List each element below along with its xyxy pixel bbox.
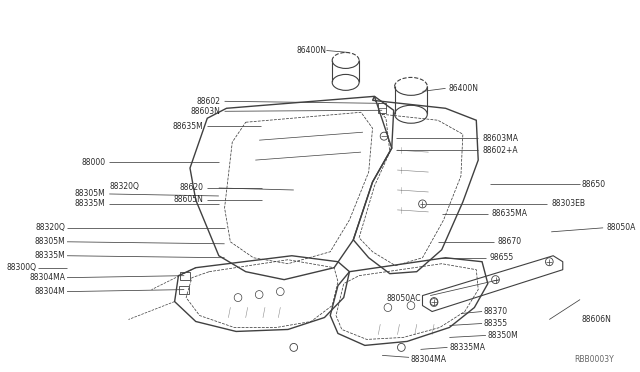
Text: 88305M: 88305M [75, 189, 106, 199]
Text: 86400N: 86400N [296, 46, 326, 55]
Bar [180, 272, 190, 280]
Text: 88305M: 88305M [35, 237, 65, 246]
Text: 88670: 88670 [497, 237, 522, 246]
Text: 88635MA: 88635MA [492, 209, 527, 218]
Text: 88603MA: 88603MA [482, 134, 518, 143]
Bar [179, 286, 189, 294]
Text: 88335M: 88335M [75, 199, 106, 208]
Text: 88320Q: 88320Q [35, 223, 65, 232]
Text: 88304MA: 88304MA [29, 273, 65, 282]
Text: 88620: 88620 [179, 183, 204, 192]
Text: 88050AC: 88050AC [386, 294, 420, 303]
Text: 88335M: 88335M [35, 251, 65, 260]
Text: 88606N: 88606N [582, 315, 612, 324]
Text: 88303EB: 88303EB [551, 199, 585, 208]
Text: 88603N: 88603N [191, 107, 221, 116]
Text: 88355: 88355 [484, 319, 508, 328]
Text: 98655: 98655 [490, 253, 514, 262]
Text: 88050A: 88050A [607, 223, 636, 232]
Text: 88602+A: 88602+A [482, 145, 518, 155]
Text: 88300Q: 88300Q [6, 263, 36, 272]
Text: 88350M: 88350M [488, 331, 518, 340]
Text: 88650: 88650 [582, 180, 606, 189]
Text: 88605N: 88605N [173, 195, 204, 205]
Text: RBB0003Y: RBB0003Y [574, 355, 614, 364]
Text: 88602: 88602 [196, 97, 221, 106]
Text: 88304M: 88304M [35, 287, 65, 296]
Text: 88304MA: 88304MA [411, 355, 447, 364]
Bar [378, 103, 386, 113]
Text: 88335MA: 88335MA [449, 343, 485, 352]
Text: 86400N: 86400N [449, 84, 479, 93]
Text: 88320Q: 88320Q [109, 182, 139, 190]
Text: 88635M: 88635M [173, 122, 204, 131]
Text: 88000: 88000 [81, 158, 106, 167]
Text: 88370: 88370 [484, 307, 508, 316]
